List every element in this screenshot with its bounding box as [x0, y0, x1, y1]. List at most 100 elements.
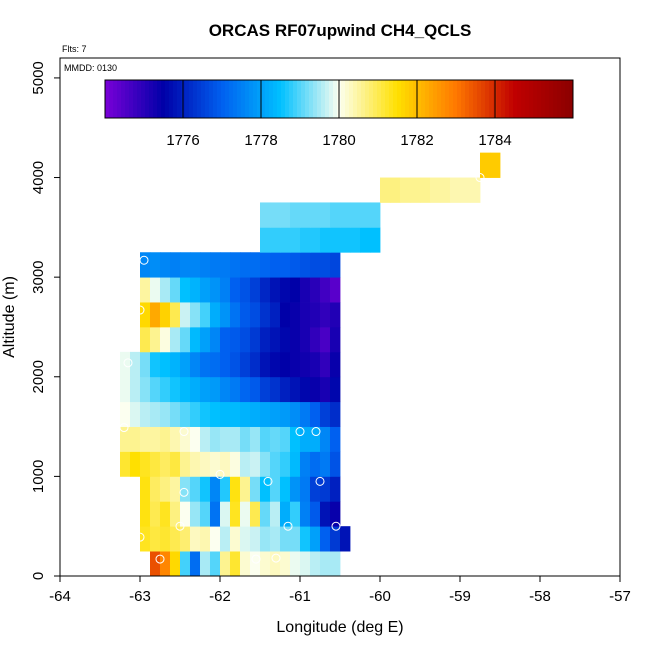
sample-point — [471, 423, 481, 433]
y-tick-label: 5000 — [30, 61, 47, 94]
colorbar-segment — [409, 80, 414, 118]
heat-cell — [330, 526, 341, 552]
heat-cell — [300, 426, 311, 452]
colorbar: 1776 1778 1780 1782 1784 — [104, 79, 574, 149]
heat-cell — [180, 476, 191, 502]
heat-cell — [330, 326, 341, 353]
colorbar-segment — [265, 80, 270, 118]
heat-cell — [210, 351, 221, 378]
sample-point — [175, 521, 185, 531]
colorbar-segment — [461, 80, 466, 118]
heat-cell — [200, 277, 211, 303]
heat-cell — [270, 476, 281, 502]
colorbar-segment — [133, 80, 138, 118]
colorbar-segment — [209, 80, 214, 118]
heat-cell — [260, 476, 271, 502]
colorbar-segment — [525, 80, 530, 118]
heat-cell — [160, 302, 171, 328]
heat-cell — [140, 302, 151, 328]
heat-cell — [260, 526, 271, 552]
colorbar-segment — [253, 80, 258, 118]
heat-cell — [320, 326, 331, 353]
heat-cell — [250, 277, 261, 303]
heat-cell — [300, 551, 311, 577]
colorbar-segment — [369, 80, 374, 118]
y-tick-label: 4000 — [30, 161, 47, 194]
y-axis-label: Altitude (m) — [1, 276, 18, 358]
heat-cell — [200, 252, 211, 278]
colorbar-segment — [477, 80, 482, 118]
heat-cell — [160, 351, 171, 378]
heat-cell — [210, 302, 221, 328]
colorbar-segment — [137, 80, 142, 118]
y-tick-label: 2000 — [30, 360, 47, 393]
heat-cell — [290, 401, 301, 427]
x-tick-label: -58 — [529, 588, 551, 605]
sample-point — [475, 173, 485, 183]
heat-cell — [150, 302, 161, 328]
heat-cell — [290, 202, 301, 228]
colorbar-segment — [417, 80, 422, 118]
heat-cell — [200, 302, 211, 328]
heat-cell — [300, 202, 311, 228]
sample-point — [123, 358, 133, 368]
heat-cell — [250, 401, 261, 427]
sample-point — [215, 469, 225, 479]
heat-cell — [280, 202, 291, 228]
colorbar-segment — [237, 80, 242, 118]
heat-cell — [420, 177, 431, 203]
y-tick-label: 3000 — [30, 260, 47, 293]
x-tick-label: -57 — [609, 588, 631, 605]
colorbar-segment — [473, 80, 478, 118]
colorbar-segment — [385, 80, 390, 118]
colorbar-segment — [117, 80, 122, 118]
colorbar-segment — [389, 80, 394, 118]
heat-cell — [330, 451, 341, 477]
heat-cell — [280, 351, 291, 378]
heat-cell — [170, 326, 181, 353]
colorbar-segment — [425, 80, 430, 118]
heat-cell — [230, 277, 241, 303]
heat-cell — [300, 277, 311, 303]
heat-cell — [330, 476, 341, 502]
colorbar-segment — [557, 80, 562, 118]
sample-point — [359, 554, 369, 564]
x-axis: -64 -63 -62 -61 -60 -59 -58 -57 — [49, 576, 631, 605]
colorbar-segment — [413, 80, 418, 118]
heat-cell — [340, 227, 351, 253]
heat-cell — [270, 277, 281, 303]
heat-cell — [330, 501, 341, 527]
sample-point — [479, 476, 489, 486]
colorbar-segment — [381, 80, 386, 118]
heat-cell — [220, 326, 231, 353]
heat-cell — [220, 277, 231, 303]
heat-cell — [230, 302, 241, 328]
heat-cell — [210, 277, 221, 303]
heat-cell — [240, 501, 251, 527]
heat-cell — [310, 252, 321, 278]
heat-cell — [190, 277, 201, 303]
colorbar-segment — [549, 80, 554, 118]
heat-cell — [310, 526, 321, 552]
heat-cell — [240, 277, 251, 303]
heat-cell — [370, 227, 381, 253]
colorbar-segment — [365, 80, 370, 118]
colorbar-segment — [305, 80, 310, 118]
heat-cell — [170, 277, 181, 303]
heat-cell — [320, 351, 331, 378]
sample-point — [263, 476, 273, 486]
heat-cell — [310, 501, 321, 527]
colorbar-segment — [565, 80, 570, 118]
heat-cell — [320, 277, 331, 303]
x-tick-label: -63 — [129, 588, 151, 605]
heat-cell — [160, 401, 171, 427]
heat-cell — [150, 351, 161, 378]
heat-cell — [270, 526, 281, 552]
heat-cell — [140, 451, 151, 477]
heat-cell — [190, 252, 201, 278]
heat-cell — [240, 252, 251, 278]
heat-cell — [270, 351, 281, 378]
heat-cell — [290, 326, 301, 353]
colorbar-segment — [453, 80, 458, 118]
heat-cell — [200, 376, 211, 403]
